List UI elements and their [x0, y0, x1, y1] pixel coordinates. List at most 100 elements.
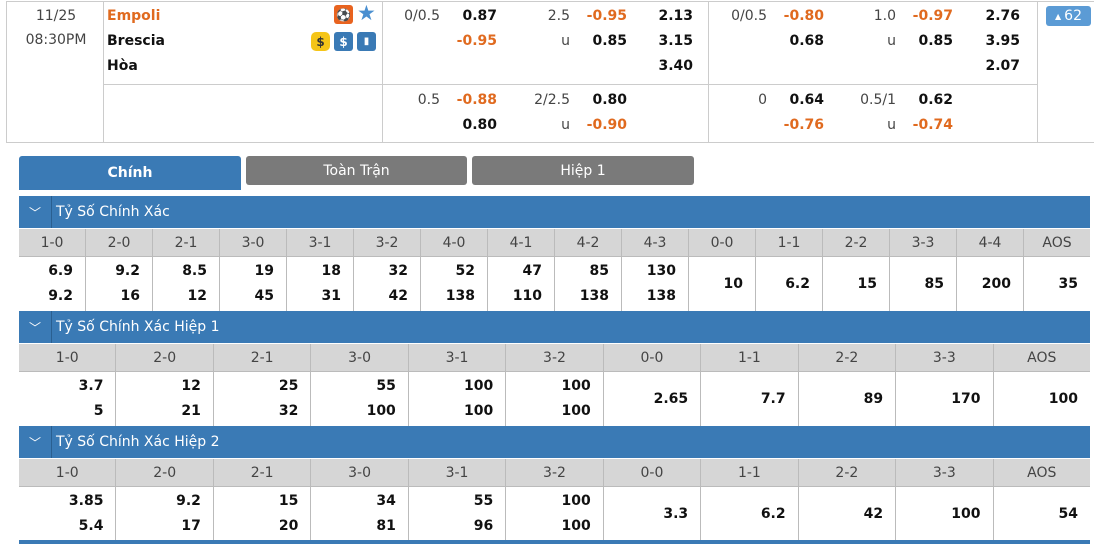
section-header[interactable]: ﹀ Tỷ Số Chính Xác Hiệp 1 — [19, 311, 1090, 343]
away-team[interactable]: Brescia — [107, 33, 165, 49]
odds-value[interactable]: 19 — [254, 263, 274, 279]
chevron-down-icon[interactable]: ﹀ — [19, 311, 52, 343]
odds-value[interactable]: 81 — [376, 518, 396, 534]
odds-value[interactable]: 55 — [473, 493, 494, 509]
odds-value[interactable]: 100 — [561, 518, 591, 534]
h1-1x2-home[interactable]: 2.76 — [985, 8, 1020, 24]
h1-hdp-home-odds[interactable]: -0.80 — [783, 8, 824, 24]
h1-1x2-away[interactable]: 3.95 — [985, 33, 1020, 49]
tab-chinh[interactable]: Chính — [19, 156, 241, 190]
odds-value[interactable]: 100 — [366, 403, 396, 419]
odds-value[interactable]: 20 — [278, 518, 299, 534]
h1-ou-under-odds[interactable]: 0.85 — [918, 33, 953, 49]
hdp-home-odds[interactable]: 0.87 — [462, 8, 497, 24]
odds-value[interactable]: 100 — [1048, 390, 1078, 407]
section-header[interactable]: ﹀ Tỷ Số Chính Xác — [19, 196, 1090, 228]
odds-value[interactable]: 17 — [181, 518, 201, 534]
more-bets-badge[interactable]: ▲ 62 — [1046, 6, 1091, 26]
odds-value[interactable]: 5 — [93, 403, 104, 419]
h1-1x2-draw[interactable]: 2.07 — [985, 58, 1020, 74]
h1-ou-under-odds[interactable]: -0.74 — [912, 117, 953, 133]
odds-value[interactable]: 96 — [473, 518, 494, 534]
odds-value[interactable]: 9.2 — [48, 288, 73, 304]
odds-value[interactable]: 21 — [181, 403, 201, 419]
odds-value[interactable]: 2.65 — [653, 390, 689, 407]
odds-value[interactable]: 6.9 — [48, 263, 73, 279]
odds-value[interactable]: 31 — [321, 288, 341, 304]
chevron-down-icon[interactable]: ﹀ — [19, 426, 52, 458]
odds-value[interactable]: 9.2 — [115, 263, 140, 279]
1x2-draw[interactable]: 3.40 — [658, 58, 693, 74]
odds-value[interactable]: 130 — [646, 263, 676, 279]
h1-hdp-home-odds[interactable]: 0.64 — [789, 92, 824, 108]
ou-over-odds[interactable]: -0.95 — [586, 8, 627, 24]
odds-value[interactable]: 35 — [1058, 275, 1078, 292]
odds-value[interactable]: 18 — [321, 263, 341, 279]
odds-value[interactable]: 12 — [181, 378, 201, 394]
odds-value[interactable]: 100 — [561, 403, 591, 419]
coin-icon[interactable]: $ — [311, 32, 330, 51]
odds-value[interactable]: 42 — [863, 505, 884, 522]
h1-ou-over-odds[interactable]: 0.62 — [918, 92, 953, 108]
odds-value[interactable]: 138 — [579, 288, 609, 304]
h1-hdp-away-odds[interactable]: -0.76 — [783, 117, 824, 133]
chevron-down-icon[interactable]: ﹀ — [19, 196, 52, 228]
odds-value[interactable]: 138 — [646, 288, 676, 304]
odds-value[interactable]: 3.7 — [78, 378, 104, 394]
h1-hdp-away-odds[interactable]: 0.68 — [789, 33, 824, 49]
tab-toan-tran[interactable]: Toàn Trận — [246, 156, 467, 185]
odds-value[interactable]: 85 — [924, 275, 944, 292]
ou-under-odds[interactable]: 0.85 — [592, 33, 627, 49]
odds-value[interactable]: 45 — [254, 288, 274, 304]
dollar-icon[interactable]: $ — [334, 32, 353, 51]
odds-value[interactable]: 6.2 — [785, 275, 810, 292]
1x2-home[interactable]: 2.13 — [658, 8, 693, 24]
odds-value[interactable]: 138 — [445, 288, 475, 304]
odds-value[interactable]: 110 — [512, 288, 542, 304]
score-odds: 15 — [823, 257, 889, 311]
odds-value[interactable]: 100 — [561, 493, 591, 509]
odds-value[interactable]: 5.4 — [78, 518, 104, 534]
ou-over-odds[interactable]: 0.80 — [592, 92, 627, 108]
odds-value[interactable]: 55 — [376, 378, 396, 394]
odds-value[interactable]: 85 — [589, 263, 609, 279]
odds-value[interactable]: 6.2 — [760, 505, 786, 522]
odds-value[interactable]: 47 — [522, 263, 542, 279]
odds-value[interactable]: 32 — [278, 403, 299, 419]
odds-value[interactable]: 16 — [120, 288, 140, 304]
odds-value[interactable]: 9.2 — [176, 493, 201, 509]
hdp-away-odds[interactable]: -0.95 — [456, 33, 497, 49]
odds-value[interactable]: 15 — [857, 275, 877, 292]
home-team[interactable]: Empoli — [107, 8, 161, 24]
odds-value[interactable]: 52 — [455, 263, 475, 279]
stats-icon[interactable]: ▮ — [357, 32, 376, 51]
odds-value[interactable]: 3.85 — [68, 493, 104, 509]
h1-ou-over-odds[interactable]: -0.97 — [912, 8, 953, 24]
odds-value[interactable]: 25 — [278, 378, 299, 394]
player-icon[interactable]: ⚽ — [334, 5, 353, 24]
1x2-away[interactable]: 3.15 — [658, 33, 693, 49]
odds-value[interactable]: 10 — [723, 275, 743, 292]
section-header[interactable]: ﹀ Tỷ Số Chính Xác Hiệp 2 — [19, 426, 1090, 458]
odds-value[interactable]: 42 — [388, 288, 408, 304]
odds-value[interactable]: 100 — [561, 378, 591, 394]
odds-value[interactable]: 54 — [1058, 505, 1078, 522]
hdp-away-odds[interactable]: 0.80 — [462, 117, 497, 133]
star-icon[interactable]: ★ — [357, 1, 376, 25]
odds-value[interactable]: 89 — [863, 390, 884, 407]
odds-value[interactable]: 8.5 — [182, 263, 207, 279]
odds-value[interactable]: 12 — [187, 288, 207, 304]
odds-value[interactable]: 3.3 — [663, 505, 689, 522]
odds-value[interactable]: 34 — [376, 493, 396, 509]
odds-value[interactable]: 100 — [464, 378, 494, 394]
tab-hiep-1[interactable]: Hiệp 1 — [472, 156, 694, 185]
odds-value[interactable]: 100 — [464, 403, 494, 419]
odds-value[interactable]: 200 — [981, 275, 1011, 292]
odds-value[interactable]: 32 — [388, 263, 408, 279]
odds-value[interactable]: 7.7 — [760, 390, 786, 407]
odds-value[interactable]: 100 — [951, 505, 981, 522]
odds-value[interactable]: 15 — [278, 493, 299, 509]
odds-value[interactable]: 170 — [951, 390, 981, 407]
hdp-home-odds[interactable]: -0.88 — [456, 92, 497, 108]
ou-under-odds[interactable]: -0.90 — [586, 117, 627, 133]
